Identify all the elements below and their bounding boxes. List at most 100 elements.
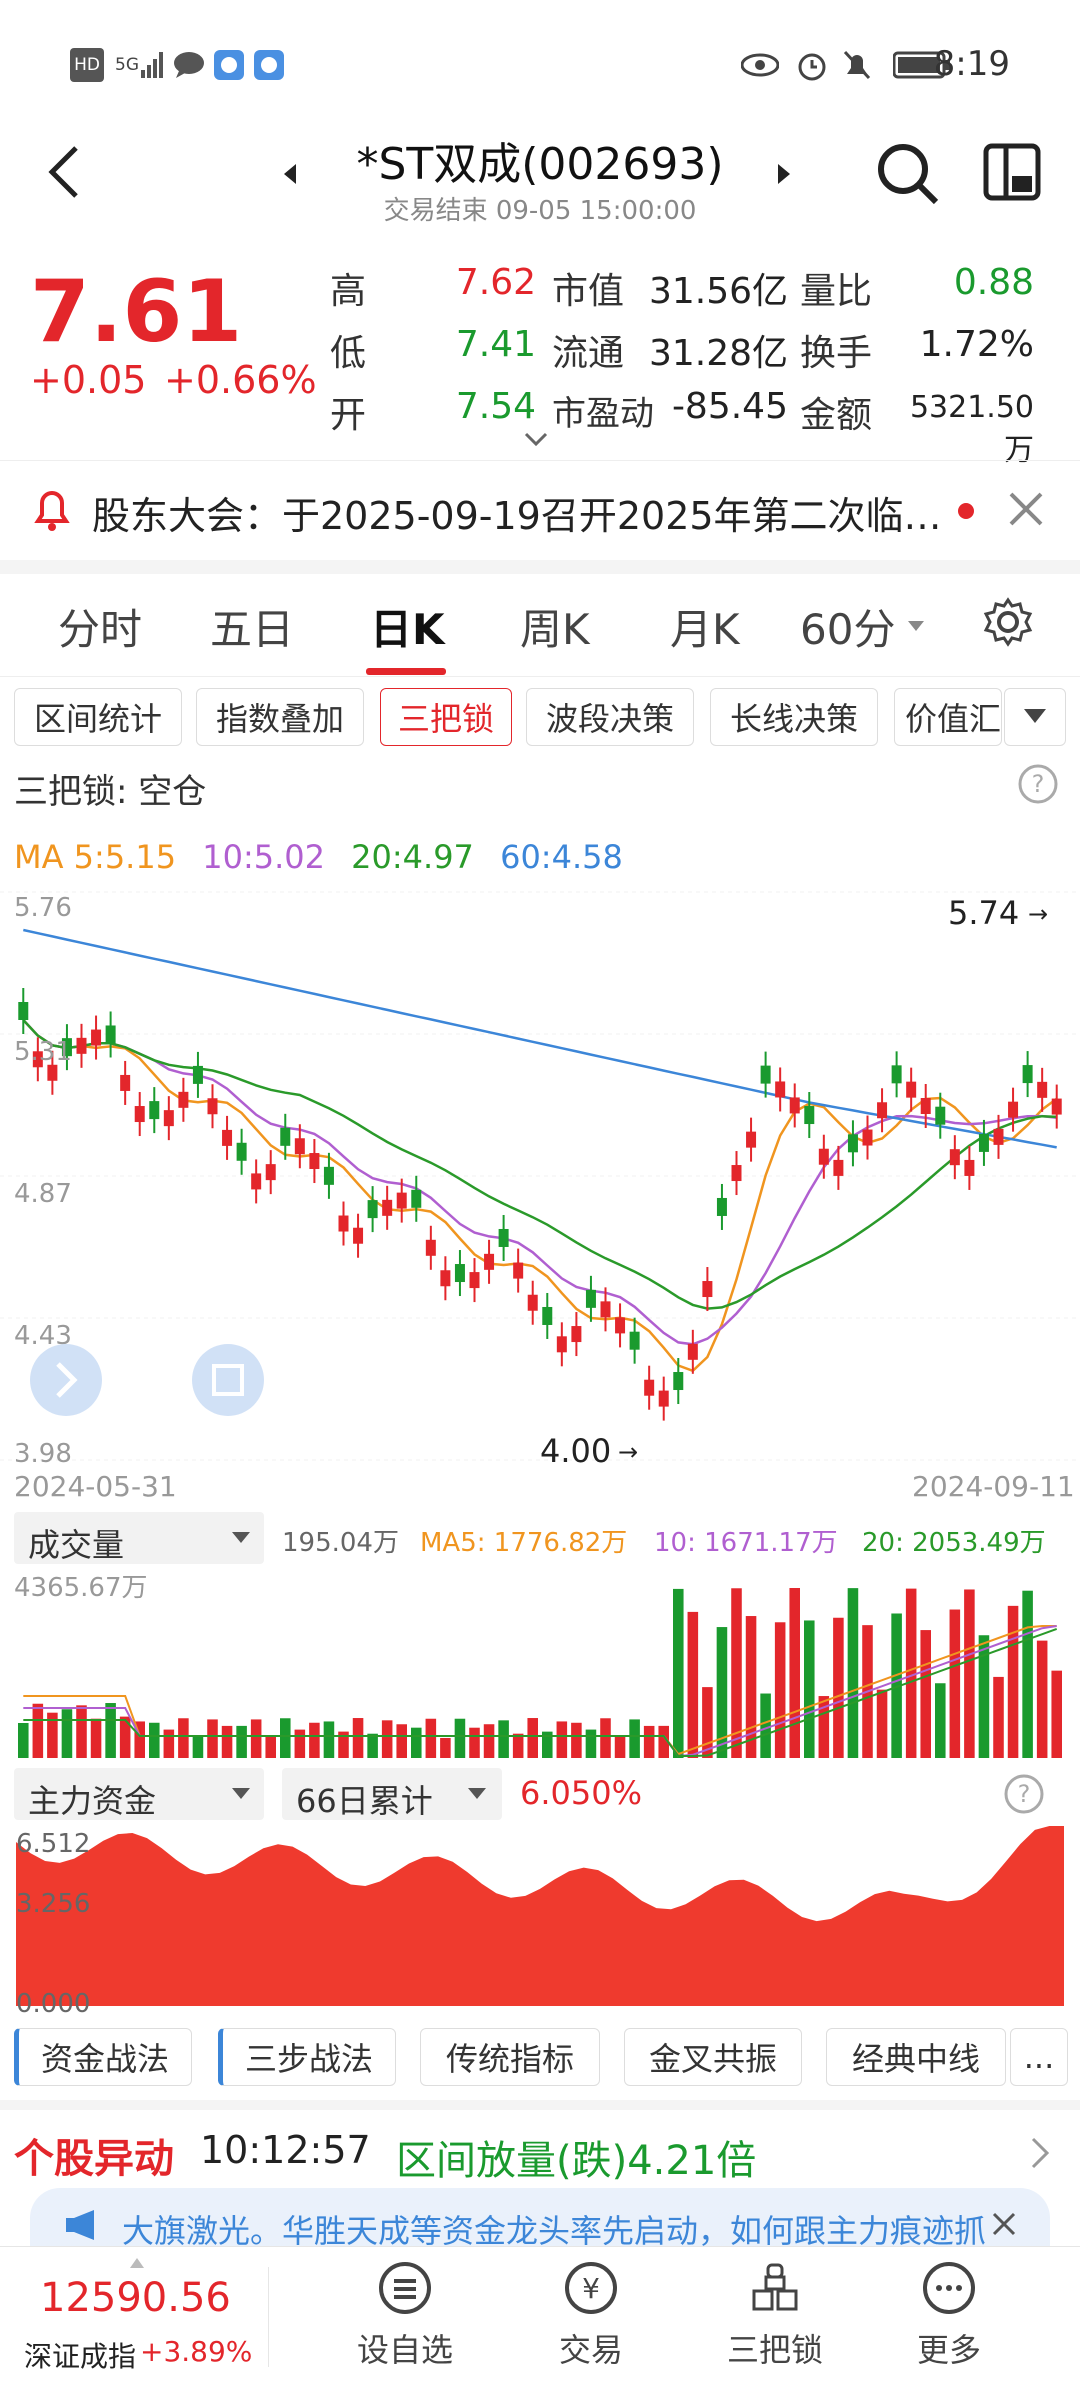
- candle-body: [61, 1038, 72, 1057]
- candle-body: [877, 1102, 888, 1119]
- help-icon[interactable]: ?: [1018, 764, 1058, 808]
- trade-status: 交易结束 09-05 15:00:00: [383, 196, 697, 226]
- volume-bar: [789, 1588, 800, 1758]
- mute-icon: [839, 48, 875, 82]
- volume-bar: [381, 1720, 393, 1758]
- strategy-tab[interactable]: 三步战法: [218, 2028, 396, 2086]
- close-icon[interactable]: [1008, 491, 1044, 531]
- capital-selector[interactable]: 主力资金: [14, 1768, 264, 1820]
- capital-period-selector[interactable]: 66日累计: [282, 1768, 502, 1820]
- capital-chart[interactable]: 6.512 3.256 0.000: [0, 1822, 1080, 2022]
- strategy-tab[interactable]: 资金战法: [14, 2028, 192, 2086]
- chip-three-locks[interactable]: 三把锁: [380, 688, 512, 746]
- chip-long-decision[interactable]: 长线决策: [710, 688, 878, 746]
- prev-stock-icon[interactable]: [282, 162, 298, 190]
- volume-ma10: 10: 1671.17万: [654, 1528, 838, 1558]
- help-icon[interactable]: ?: [1004, 1774, 1044, 1818]
- volume-bar: [105, 1703, 116, 1758]
- volume-bar: [323, 1721, 335, 1758]
- stock-alert-row[interactable]: 个股异动 10:12:57 区间放量(跌)4.21倍: [0, 2110, 1080, 2200]
- candle-body: [687, 1343, 698, 1360]
- back-icon[interactable]: [44, 142, 84, 206]
- volume-bar: [687, 1611, 699, 1758]
- candle-body: [746, 1131, 757, 1148]
- volume-bar: [571, 1722, 582, 1758]
- volume-bar: [1036, 1640, 1048, 1758]
- ma-line: [22, 1019, 1057, 1310]
- nav-add-watchlist[interactable]: 设自选: [330, 2247, 480, 2388]
- strategy-tab[interactable]: 经典中线: [826, 2028, 1006, 2086]
- settings-gear-icon[interactable]: [982, 596, 1034, 652]
- chips-more-dropdown[interactable]: [1004, 688, 1066, 746]
- lock-status: 三把锁: 空仓: [14, 772, 207, 812]
- volume-bar: [32, 1703, 44, 1758]
- signal-icon: [140, 48, 166, 82]
- candle-body: [454, 1264, 465, 1283]
- chevron-right-icon: [1030, 2136, 1050, 2174]
- svg-text:?: ?: [1032, 770, 1045, 798]
- stock-title: *ST双成(002693): [356, 139, 724, 190]
- active-tab-indicator: [366, 668, 446, 675]
- alert-time: 10:12:57: [200, 2128, 371, 2172]
- draw-tool-button[interactable]: [192, 1344, 264, 1416]
- volume-chart[interactable]: 4365.67万: [0, 1566, 1080, 1762]
- status-bar: HD 5G 8:19: [0, 0, 1080, 120]
- nav-three-locks[interactable]: 三把锁: [700, 2247, 850, 2388]
- kline-chart[interactable]: 5.76 5.31 4.87 4.43 3.98 5.74 → 4.00 → 2…: [0, 890, 1080, 1510]
- app-icon: [212, 48, 246, 82]
- volume-selector[interactable]: 成交量: [14, 1512, 264, 1564]
- tab-60min[interactable]: 60分: [800, 605, 896, 654]
- strategy-tab[interactable]: 金叉共振: [624, 2028, 802, 2086]
- label-pe: 市盈动: [552, 394, 654, 434]
- volume-bar: [338, 1731, 349, 1758]
- nav-trade[interactable]: ¥ 交易: [516, 2247, 666, 2388]
- candle-body: [207, 1098, 218, 1115]
- candle-body: [920, 1098, 931, 1115]
- candle-body: [265, 1164, 276, 1181]
- chat-icon: [172, 48, 206, 82]
- search-icon[interactable]: [876, 142, 940, 210]
- chip-band-decision[interactable]: 波段决策: [526, 688, 694, 746]
- strategy-more[interactable]: ...: [1010, 2028, 1068, 2086]
- candle-body: [935, 1106, 946, 1125]
- candle-body: [600, 1301, 611, 1318]
- expand-chevron-icon[interactable]: [524, 432, 548, 452]
- bell-icon: [32, 485, 72, 537]
- candle-body: [105, 1025, 116, 1044]
- y-tick: 3.256: [16, 1889, 90, 1919]
- date-end: 2024-09-11: [912, 1470, 1075, 1503]
- chip-value[interactable]: 价值汇: [894, 688, 1002, 746]
- nav-more[interactable]: 更多: [874, 2247, 1024, 2388]
- y-tick: 6.512: [16, 1829, 90, 1859]
- volume-bar: [469, 1727, 480, 1758]
- close-icon[interactable]: [990, 2210, 1018, 2242]
- strategy-tab[interactable]: 传统指标: [420, 2028, 600, 2086]
- tab-five-day[interactable]: 五日: [210, 605, 295, 654]
- news-banner[interactable]: 大旗激光。华胜天成等资金龙头率先启动，如何跟主力痕迹抓: [30, 2188, 1050, 2248]
- chip-index-overlay[interactable]: 指数叠加: [196, 688, 364, 746]
- price-change-pct: +0.66%: [164, 358, 317, 402]
- notice-bar[interactable]: 股东大会：于2025-09-19召开2025年第二次临…: [0, 460, 1080, 560]
- tab-fenshi[interactable]: 分时: [58, 605, 143, 654]
- ma20-label: 20:4.97: [351, 838, 474, 876]
- tab-daily-k[interactable]: 日K: [370, 605, 445, 654]
- landscape-icon[interactable]: [982, 142, 1042, 206]
- tab-weekly-k[interactable]: 周K: [520, 605, 590, 654]
- index-value[interactable]: 12590.56: [40, 2275, 231, 2321]
- volume-bar: [512, 1733, 524, 1758]
- eye-icon: [740, 48, 780, 82]
- chip-range-stats[interactable]: 区间统计: [14, 688, 182, 746]
- candle-body: [425, 1239, 436, 1256]
- volume-bar: [643, 1725, 655, 1758]
- value-amount: 5321.50万: [909, 390, 1034, 468]
- volume-bar: [920, 1630, 931, 1758]
- volume-bar: [935, 1683, 946, 1758]
- volume-bar: [745, 1616, 757, 1758]
- app-icon: [252, 48, 286, 82]
- tab-monthly-k[interactable]: 月K: [670, 605, 740, 654]
- scroll-left-button[interactable]: [30, 1344, 102, 1416]
- y-tick: 3.98: [14, 1439, 72, 1469]
- label-turnover: 换手: [800, 333, 873, 374]
- caret-up-icon: [130, 2253, 144, 2272]
- next-stock-icon[interactable]: [776, 162, 792, 190]
